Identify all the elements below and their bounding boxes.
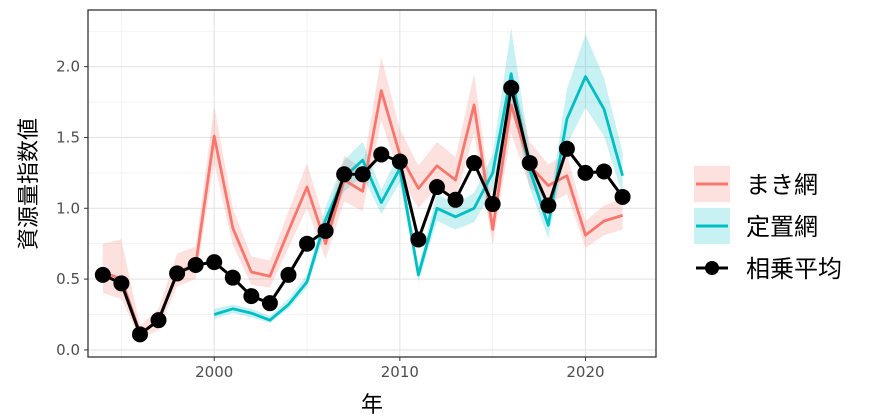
point-geomean (206, 254, 223, 271)
point-geomean (558, 140, 575, 157)
legend-item-geomean: 相乗平均 (696, 255, 842, 283)
x-tick-label: 2020 (566, 363, 604, 381)
legend-item-teichiami: 定置網 (694, 208, 818, 244)
y-axis-ticks: 0.0 0.5 1.0 1.5 2.0 (56, 58, 88, 359)
series-points (94, 79, 631, 343)
point-geomean (317, 222, 334, 239)
point-geomean (150, 312, 167, 329)
point-geomean (614, 188, 631, 205)
point-geomean (187, 256, 204, 273)
legend-label-geomean: 相乗平均 (746, 255, 842, 283)
y-tick-label: 0.0 (56, 341, 80, 359)
point-geomean (354, 166, 371, 183)
legend: まき網 定置網 相乗平均 (694, 166, 842, 283)
point-geomean (503, 79, 520, 96)
plot-border (87, 9, 657, 358)
legend-label-makiami: まき網 (746, 171, 818, 199)
minor-gridlines (88, 10, 656, 357)
point-geomean (113, 275, 130, 292)
y-tick-label: 2.0 (56, 58, 80, 76)
point-geomean (336, 166, 353, 183)
x-axis-title: 年 (361, 393, 383, 418)
point-geomean (169, 265, 186, 282)
x-tick-label: 2010 (381, 363, 419, 381)
point-geomean (373, 146, 390, 163)
legend-label-teichiami: 定置網 (746, 213, 818, 241)
point-geomean (484, 196, 501, 213)
point-geomean (280, 266, 297, 283)
point-geomean (540, 197, 557, 214)
point-geomean (596, 163, 613, 180)
point-geomean (94, 266, 111, 283)
point-geomean (521, 154, 538, 171)
x-axis-ticks: 2000 2010 2020 (195, 357, 605, 381)
point-geomean (261, 295, 278, 312)
point-geomean (410, 231, 427, 248)
point-geomean (577, 164, 594, 181)
legend-key-geomean-point (705, 261, 719, 275)
point-geomean (466, 154, 483, 171)
y-tick-label: 1.0 (56, 199, 80, 217)
point-geomean (391, 153, 408, 170)
point-geomean (224, 269, 241, 286)
ribbon-makiami (102, 56, 623, 339)
point-geomean (447, 191, 464, 208)
point-geomean (299, 235, 316, 252)
y-axis-title: 資源量指数値 (17, 118, 42, 250)
y-tick-label: 1.5 (56, 128, 80, 146)
y-tick-label: 0.5 (56, 270, 80, 288)
x-tick-label: 2000 (195, 363, 233, 381)
point-geomean (243, 288, 260, 305)
legend-item-makiami: まき網 (694, 166, 818, 202)
point-geomean (131, 326, 148, 343)
point-geomean (428, 179, 445, 196)
